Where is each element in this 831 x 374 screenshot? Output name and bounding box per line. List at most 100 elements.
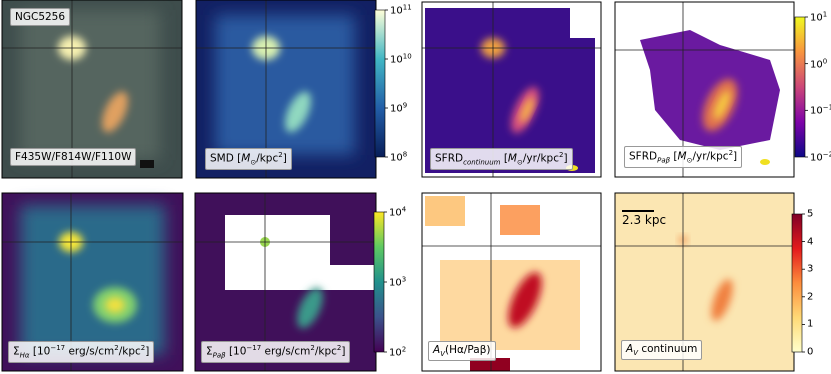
label-part: erg/s/cm xyxy=(65,345,115,358)
label-part: −2 xyxy=(822,150,831,159)
label-part: Paβ xyxy=(657,156,671,165)
label-part: Hα xyxy=(19,351,30,360)
colorbar-tick-label: 2 xyxy=(807,291,813,302)
scale-bar-label: 2.3 kpc xyxy=(622,213,666,227)
colorbar-tick-label: 109 xyxy=(390,101,407,114)
colorbar-tick-label: 1 xyxy=(807,319,813,330)
label-part: 2 xyxy=(728,149,734,157)
image-rect xyxy=(421,192,602,372)
panel-label: SFRDPaβ [M⊙/yr/kpc2] xyxy=(624,146,743,168)
image-path xyxy=(640,30,780,150)
image-rect xyxy=(140,160,154,168)
label-part: ] xyxy=(145,345,150,358)
label-part: /yr/kpc xyxy=(692,150,729,163)
panel-label: AV continuum xyxy=(621,340,703,361)
label-part: 1 xyxy=(807,318,814,330)
label-part: [ xyxy=(500,152,508,165)
colorbar xyxy=(374,9,386,158)
label-part: continuum xyxy=(637,343,698,355)
colorbar-tick-label: 1010 xyxy=(390,52,412,65)
label-part: 2 xyxy=(336,344,342,352)
label-part: [10 xyxy=(29,345,51,358)
image-g xyxy=(373,9,808,353)
label-part: 4 xyxy=(401,205,407,214)
label-part: 1 xyxy=(822,10,828,19)
label-part: erg/s/cm xyxy=(261,345,311,358)
label-part: ⊙ xyxy=(516,158,523,167)
colorbar-tick-label: 0 xyxy=(807,347,813,358)
label-part: 2 xyxy=(140,344,146,352)
panel-label: ΣPaβ [10−17 erg/s/cm2/kpc2] xyxy=(201,341,351,363)
label-part: (Hα/Paβ) xyxy=(444,344,491,356)
image-rect xyxy=(1,192,184,372)
label-part: 10 xyxy=(810,105,823,117)
label-part: 11 xyxy=(402,3,412,12)
colorbar-tick-label: 10−1 xyxy=(810,104,831,117)
label-part: 10 xyxy=(390,54,403,66)
label-part: −17 xyxy=(50,344,66,352)
label-part: 2 xyxy=(401,345,407,354)
label-part: 3 xyxy=(401,275,407,284)
label-part: −1 xyxy=(822,103,831,112)
label-part: ⊙ xyxy=(250,158,257,167)
image-ellipse xyxy=(105,297,125,313)
colorbar-tick-label: 104 xyxy=(389,205,406,218)
image-rect xyxy=(425,8,595,173)
panel-label: SMD [M⊙/kpc2] xyxy=(205,148,292,170)
panel-label: AV(Hα/Paβ) xyxy=(428,341,496,362)
image-ellipse xyxy=(102,91,128,133)
image-ellipse xyxy=(760,159,770,165)
colorbar-tick-label: 4 xyxy=(807,236,813,247)
colorbar-tick-label: 3 xyxy=(807,264,813,275)
colorbar-tick-label: 100 xyxy=(810,57,827,70)
label-part: 10 xyxy=(390,103,403,115)
colorbar-tick-label: 10−2 xyxy=(810,150,831,163)
label-part: SMD [ xyxy=(210,152,242,165)
label-part: 2 xyxy=(558,151,564,159)
image-rect xyxy=(614,1,795,178)
label-part: /kpc xyxy=(314,345,337,358)
label-part: −17 xyxy=(246,344,262,352)
label-part: 2 xyxy=(114,344,119,352)
colorbar-tick-label: 1011 xyxy=(390,3,412,16)
label-part: 3 xyxy=(807,263,814,275)
label-part: 2 xyxy=(310,344,315,352)
image-rect xyxy=(570,8,595,38)
label-part: 10 xyxy=(810,59,823,71)
image-rect xyxy=(500,205,540,235)
image-rect xyxy=(20,205,165,355)
label-part: Σ xyxy=(206,345,213,358)
colorbar-tick-label: 101 xyxy=(810,10,827,23)
label-part: M xyxy=(241,152,251,165)
label-part: /kpc xyxy=(256,152,279,165)
image-rect xyxy=(195,193,376,215)
label-part: continuum xyxy=(463,158,501,167)
image-rect xyxy=(330,215,376,265)
label-part: Σ xyxy=(13,345,20,358)
label-part: V xyxy=(633,349,638,358)
label-part: /yr/kpc xyxy=(522,152,559,165)
panel-label: SFRDcontinuum [M⊙/yr/kpc2] xyxy=(430,148,573,170)
image-ellipse xyxy=(711,279,733,321)
image-rect xyxy=(440,260,580,350)
label-part: 9 xyxy=(402,101,408,110)
label-part: 4 xyxy=(807,236,814,248)
label-part: 8 xyxy=(402,150,408,159)
label-part: NGC5256 xyxy=(15,11,66,23)
label-part: 10 xyxy=(810,12,823,24)
image-rect xyxy=(425,196,465,226)
image-rect xyxy=(470,358,510,371)
image-ellipse xyxy=(297,287,323,329)
panel-title: NGC5256 xyxy=(10,8,71,26)
panel-label: ΣHα [10−17 erg/s/cm2/kpc2] xyxy=(8,341,155,363)
image-rect xyxy=(1,0,183,179)
colorbar-tick-label: 103 xyxy=(389,275,406,288)
label-part: ] xyxy=(282,152,287,165)
image-g xyxy=(421,1,602,178)
label-part: ] xyxy=(733,150,738,163)
label-part: 10 xyxy=(389,207,402,219)
label-part: V xyxy=(440,350,445,359)
label-part: [ xyxy=(670,150,678,163)
